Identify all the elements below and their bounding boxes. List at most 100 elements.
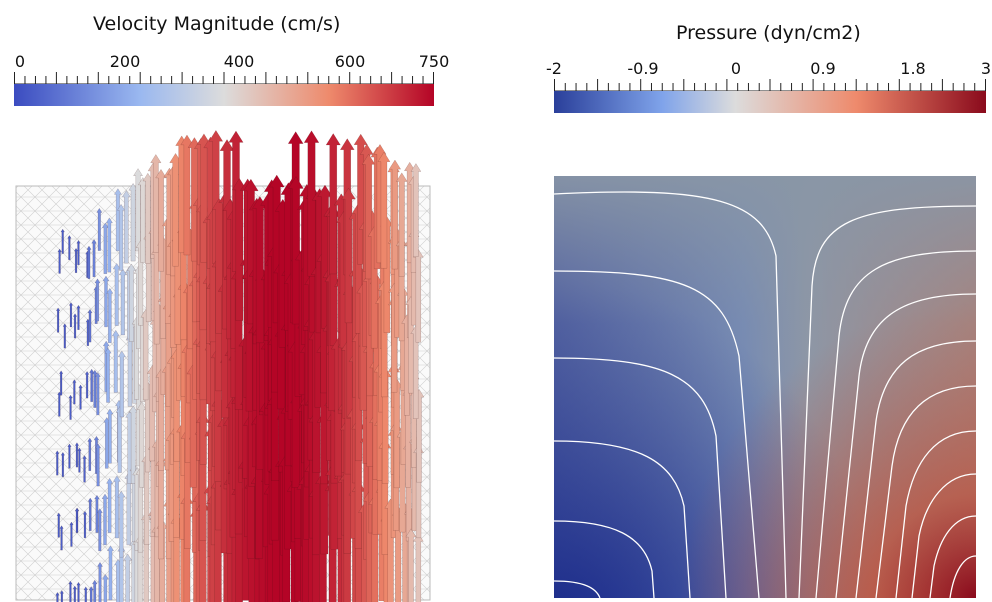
velocity-colorbar-title: Velocity Magnitude (cm/s) (93, 13, 341, 35)
velocity-arrow (388, 159, 402, 270)
velocity-arrow (78, 384, 83, 410)
velocity-arrow (410, 163, 422, 257)
velocity-arrow (62, 323, 67, 349)
velocity-arrow (103, 417, 111, 469)
velocity-arrow (59, 590, 65, 602)
velocity-arrow (104, 347, 112, 403)
pressure-tick-3: 3 (980, 59, 992, 78)
pressure-colorbar (554, 91, 986, 113)
velocity-arrow (58, 370, 64, 396)
arrow-field (55, 130, 425, 602)
velocity-arrow (89, 368, 95, 403)
contour-lines (554, 191, 976, 598)
velocity-arrow (117, 350, 126, 418)
velocity-arrow (169, 153, 182, 267)
velocity-arrow (83, 586, 89, 602)
velocity-arrow (55, 450, 60, 476)
velocity-arrow (82, 455, 87, 483)
velocity-arrow (84, 370, 90, 399)
velocity-arrow (101, 493, 109, 546)
velocity-colorbar (14, 84, 434, 106)
velocity-arrow (76, 304, 81, 330)
velocity-arrow (91, 579, 98, 602)
velocity-arrow (72, 313, 78, 339)
velocity-arrow (96, 207, 103, 251)
velocity-tick-600: 600 (334, 52, 366, 71)
velocity-arrow (395, 172, 408, 277)
velocity-arrow (303, 130, 320, 277)
velocity-arrow (106, 477, 114, 533)
velocity-arrow (85, 318, 91, 346)
velocity-arrow (180, 134, 194, 256)
velocity-arrow (87, 497, 93, 531)
velocity-panel: Velocity Magnitude (cm/s) 0 200 400 600 … (0, 0, 480, 602)
velocity-arrow (94, 372, 101, 416)
velocity-arrow (72, 585, 77, 602)
velocity-arrow (136, 401, 147, 488)
pressure-tick-neg0.9: -0.9 (627, 59, 659, 78)
velocity-arrow (116, 203, 126, 271)
velocity-arrow (74, 442, 80, 468)
velocity-arrow (123, 553, 133, 602)
velocity-arrow (60, 228, 65, 254)
velocity-arrow (341, 187, 356, 324)
pressure-panel: Pressure (dyn/cm2) -2 -0.9 0 0.9 1.8 3 (520, 0, 992, 601)
velocity-arrow (142, 172, 154, 264)
velocity-arrow (68, 302, 74, 328)
velocity-arrow (95, 443, 102, 487)
velocity-tick-200: 200 (109, 52, 141, 71)
pressure-tick-0: 0 (730, 59, 742, 78)
velocity-arrow (68, 394, 73, 420)
velocity-arrow (87, 309, 93, 343)
velocity-arrow (113, 475, 121, 539)
pressure-contour-plot (554, 176, 976, 598)
velocity-arrow (133, 168, 143, 252)
velocity-arrow (94, 278, 101, 322)
velocity-arrow (128, 183, 138, 262)
velocity-arrow (92, 369, 98, 408)
velocity-tick-750: 750 (418, 52, 450, 71)
velocity-arrow (55, 591, 60, 602)
velocity-arrow (405, 528, 417, 602)
velocity-arrow (94, 494, 100, 533)
velocity-arrow (377, 151, 391, 269)
velocity-arrow (231, 177, 248, 321)
velocity-arrow (117, 490, 126, 558)
velocity-arrow (56, 512, 61, 538)
velocity-arrow (106, 545, 115, 601)
velocity-arrow (77, 447, 82, 473)
velocity-arrow (82, 510, 88, 539)
velocity-arrow (76, 581, 81, 602)
velocity-arrow (57, 391, 62, 417)
velocity-arrow (101, 222, 109, 274)
pressure-tick-neg2: -2 (546, 59, 562, 78)
velocity-arrow (60, 451, 66, 478)
velocity-arrow (88, 586, 94, 602)
velocity-arrow (106, 408, 114, 464)
velocity-arrow (96, 508, 103, 552)
velocity-arrow (67, 443, 72, 469)
velocity-arrow (325, 133, 341, 275)
velocity-arrow (87, 437, 93, 471)
velocity-arrow (69, 521, 74, 547)
pressure-tick-1.8: 1.8 (900, 59, 926, 78)
velocity-vector-plot (15, 130, 431, 602)
velocity-arrow (55, 307, 61, 333)
velocity-arrow (112, 262, 121, 326)
velocity-arrow (412, 248, 424, 343)
velocity-arrow (101, 574, 109, 602)
velocity-tick-400: 400 (223, 52, 255, 71)
velocity-arrow (86, 245, 92, 279)
velocity-arrow (76, 239, 81, 266)
velocity-arrow (72, 379, 77, 405)
velocity-arrow (73, 247, 79, 273)
velocity-arrow (118, 268, 127, 336)
velocity-arrow (59, 525, 64, 551)
pressure-tick-0.9: 0.9 (810, 59, 836, 78)
velocity-arrow (57, 248, 62, 274)
velocity-arrow (91, 239, 97, 278)
velocity-arrow (67, 235, 72, 261)
pressure-colorbar-title: Pressure (dyn/cm2) (676, 22, 861, 44)
velocity-arrow (102, 275, 110, 328)
velocity-arrow (111, 329, 120, 393)
